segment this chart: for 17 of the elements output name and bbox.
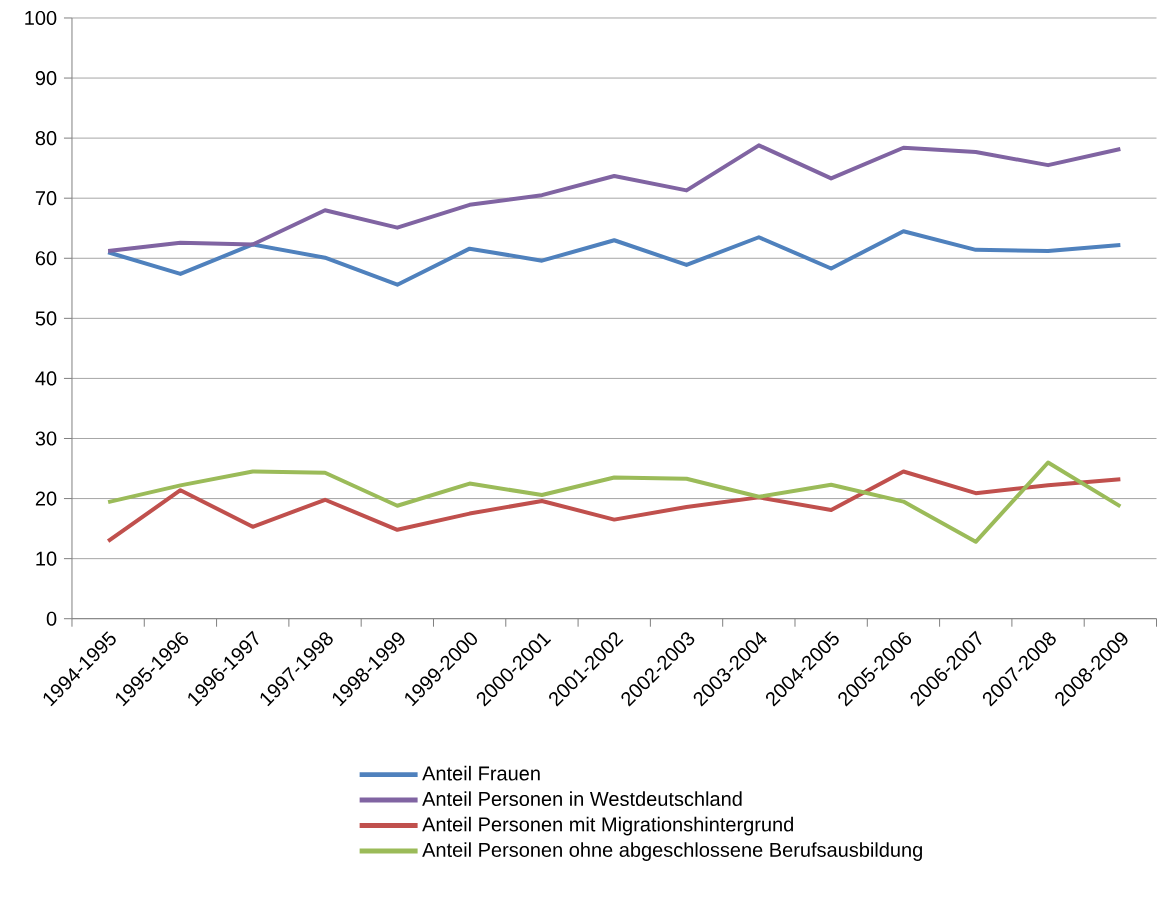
line-series xyxy=(106,229,1123,287)
y-tick-label: 50 xyxy=(35,311,57,326)
legend-label: Anteil Personen ohne abgeschlossene Berufsausbildung xyxy=(422,842,922,862)
y-tick-label: 100 xyxy=(25,11,57,26)
y-tick-label: 30 xyxy=(35,431,57,446)
y-tick-label: 40 xyxy=(35,371,57,386)
y-tick-label: 10 xyxy=(36,551,57,566)
y-tick-label: 90 xyxy=(35,71,57,86)
y-tick-label: 20 xyxy=(35,491,57,506)
y-tick-label: 80 xyxy=(35,131,57,146)
legend-label: Anteil Frauen xyxy=(422,766,540,781)
y-tick-label: 0 xyxy=(46,611,57,627)
y-tick-label: 60 xyxy=(35,251,57,266)
line-series xyxy=(106,143,1123,254)
legend-label: Anteil Personen in Westdeutschland xyxy=(422,791,742,807)
legend-label: Anteil Personen mit Migrationshintergrund xyxy=(422,817,793,836)
y-tick-label: 70 xyxy=(35,191,57,206)
